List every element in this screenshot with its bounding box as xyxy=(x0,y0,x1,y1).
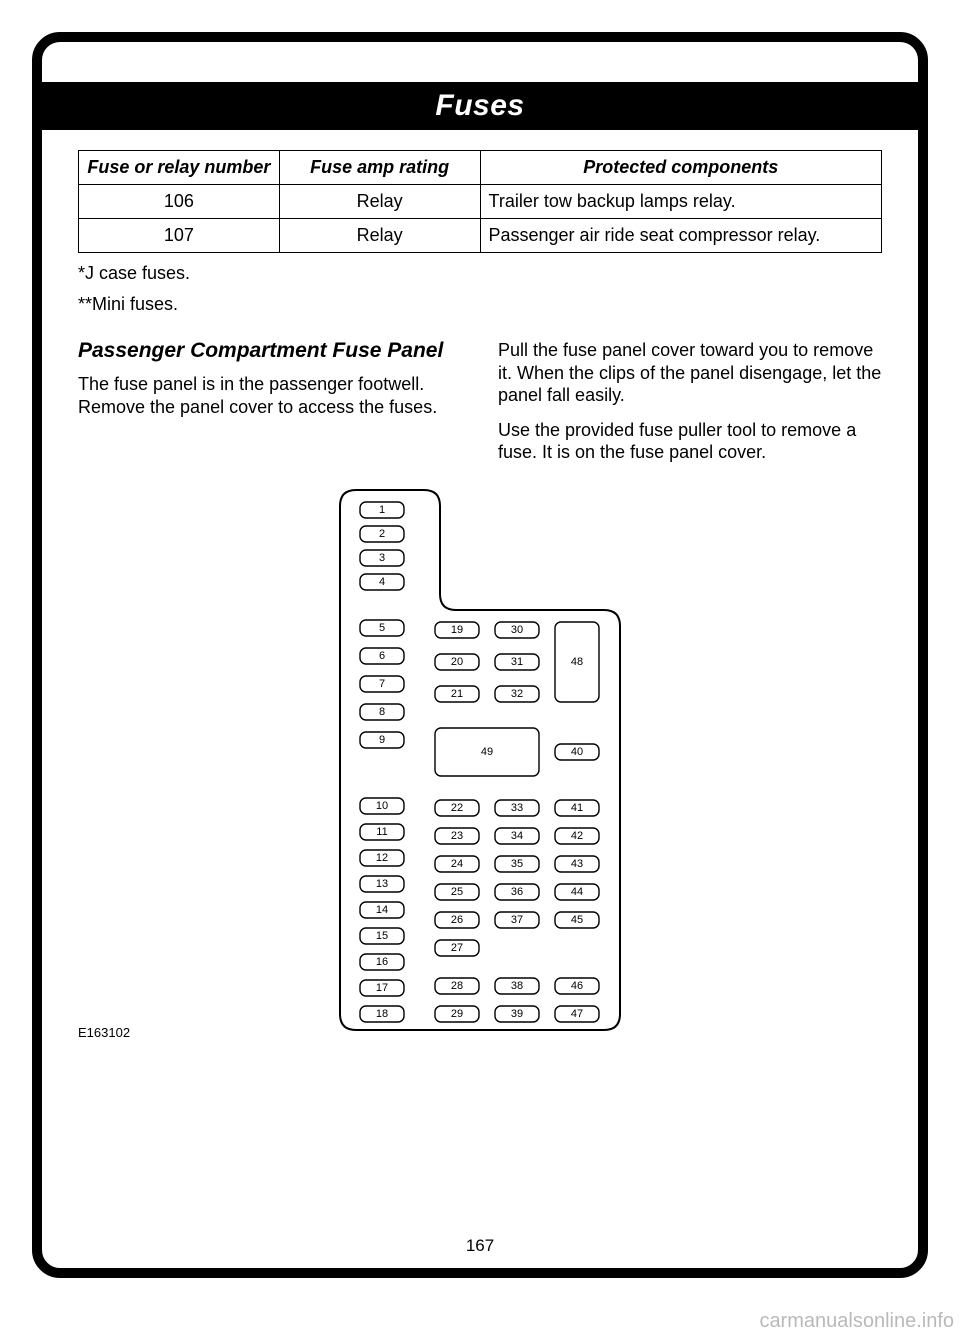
svg-text:21: 21 xyxy=(451,688,463,700)
page-title: Fuses xyxy=(435,89,524,122)
svg-text:12: 12 xyxy=(376,852,388,864)
svg-text:15: 15 xyxy=(376,930,388,942)
fuse-panel-diagram: 1234567891011121314151617181920213031324… xyxy=(320,480,640,1040)
watermark: carmanualsonline.info xyxy=(759,1310,954,1333)
svg-text:13: 13 xyxy=(376,878,388,890)
content-area: Fuse or relay number Fuse amp rating Pro… xyxy=(78,150,882,1248)
svg-text:8: 8 xyxy=(379,706,385,718)
left-column: Passenger Compartment Fuse Panel The fus… xyxy=(78,339,462,476)
cell-rating: Relay xyxy=(279,185,480,219)
table-row: 106 Relay Trailer tow backup lamps relay… xyxy=(79,185,882,219)
note-mini: **Mini fuses. xyxy=(78,294,882,315)
svg-text:48: 48 xyxy=(571,656,583,668)
svg-text:23: 23 xyxy=(451,830,463,842)
th-amp-rating: Fuse amp rating xyxy=(279,151,480,185)
svg-text:39: 39 xyxy=(511,1008,523,1020)
svg-text:30: 30 xyxy=(511,624,523,636)
svg-text:11: 11 xyxy=(376,826,387,838)
two-column-body: Passenger Compartment Fuse Panel The fus… xyxy=(78,339,882,476)
svg-text:47: 47 xyxy=(571,1008,583,1020)
svg-text:40: 40 xyxy=(571,746,583,758)
right-p2: Use the provided fuse puller tool to rem… xyxy=(498,419,882,464)
svg-text:42: 42 xyxy=(571,830,583,842)
svg-text:29: 29 xyxy=(451,1008,463,1020)
svg-text:9: 9 xyxy=(379,734,385,746)
right-p1: Pull the fuse panel cover toward you to … xyxy=(498,339,882,407)
svg-text:2: 2 xyxy=(379,528,385,540)
subheading-passenger-panel: Passenger Compartment Fuse Panel xyxy=(78,339,462,363)
svg-text:18: 18 xyxy=(376,1008,388,1020)
svg-text:38: 38 xyxy=(511,980,523,992)
page-number: 167 xyxy=(42,1236,918,1256)
page-outer: Fuses Fuse or relay number Fuse amp rati… xyxy=(0,0,960,1337)
svg-text:35: 35 xyxy=(511,858,523,870)
cell-rating: Relay xyxy=(279,219,480,253)
svg-text:27: 27 xyxy=(451,942,463,954)
svg-text:7: 7 xyxy=(379,678,385,690)
fuse-table: Fuse or relay number Fuse amp rating Pro… xyxy=(78,150,882,253)
svg-text:26: 26 xyxy=(451,914,463,926)
svg-text:6: 6 xyxy=(379,650,385,662)
cell-number: 107 xyxy=(79,219,280,253)
svg-text:46: 46 xyxy=(571,980,583,992)
svg-text:31: 31 xyxy=(511,656,523,668)
svg-text:49: 49 xyxy=(481,746,493,758)
svg-text:24: 24 xyxy=(451,858,463,870)
page-inner: Fuses Fuse or relay number Fuse amp rati… xyxy=(32,32,928,1278)
svg-text:33: 33 xyxy=(511,802,523,814)
svg-text:5: 5 xyxy=(379,622,385,634)
table-row: 107 Relay Passenger air ride seat compre… xyxy=(79,219,882,253)
svg-text:45: 45 xyxy=(571,914,583,926)
th-fuse-number: Fuse or relay number xyxy=(79,151,280,185)
th-protected: Protected components xyxy=(480,151,882,185)
cell-number: 106 xyxy=(79,185,280,219)
svg-text:16: 16 xyxy=(376,956,388,968)
svg-text:20: 20 xyxy=(451,656,463,668)
note-j-case: *J case fuses. xyxy=(78,263,882,284)
svg-text:28: 28 xyxy=(451,980,463,992)
svg-text:36: 36 xyxy=(511,886,523,898)
svg-text:25: 25 xyxy=(451,886,463,898)
svg-text:43: 43 xyxy=(571,858,583,870)
svg-text:19: 19 xyxy=(451,624,463,636)
svg-text:3: 3 xyxy=(379,552,385,564)
svg-text:14: 14 xyxy=(376,904,388,916)
svg-text:32: 32 xyxy=(511,688,523,700)
page-header: Fuses xyxy=(42,82,918,130)
right-column: Pull the fuse panel cover toward you to … xyxy=(498,339,882,476)
diagram-reference: E163102 xyxy=(78,1025,130,1040)
svg-text:17: 17 xyxy=(376,982,388,994)
svg-text:4: 4 xyxy=(379,576,385,588)
diagram-container: 1234567891011121314151617181920213031324… xyxy=(78,480,882,1040)
cell-protected: Passenger air ride seat compressor relay… xyxy=(480,219,882,253)
svg-text:22: 22 xyxy=(451,802,463,814)
svg-text:44: 44 xyxy=(571,886,583,898)
svg-text:41: 41 xyxy=(571,802,583,814)
svg-text:1: 1 xyxy=(379,504,385,516)
svg-text:10: 10 xyxy=(376,800,388,812)
svg-text:37: 37 xyxy=(511,914,523,926)
cell-protected: Trailer tow backup lamps relay. xyxy=(480,185,882,219)
left-p1: The fuse panel is in the passenger footw… xyxy=(78,373,462,418)
svg-text:34: 34 xyxy=(511,830,523,842)
